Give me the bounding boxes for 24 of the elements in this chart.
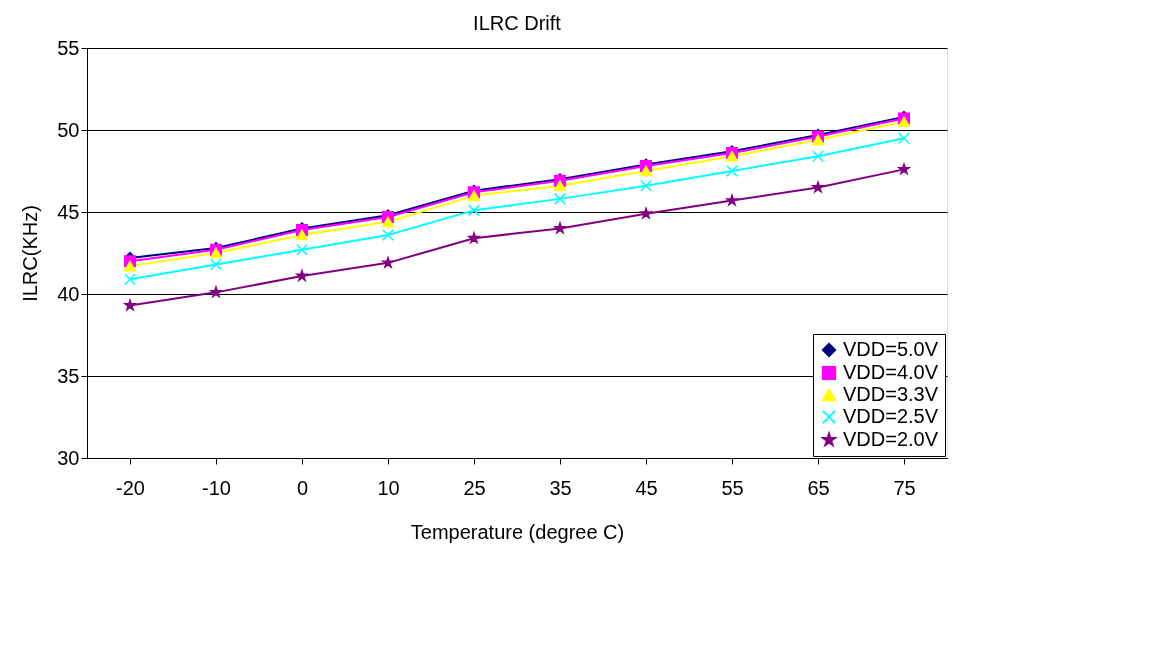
x-tick-label: 35 (549, 476, 572, 499)
y-tick-label: 40 (57, 282, 80, 305)
y-tick-label: 30 (57, 446, 80, 469)
x-tick-label: 65 (807, 476, 830, 499)
y-tick-label: 35 (57, 364, 80, 387)
x-axis-title: Temperature (degree C) (410, 520, 625, 543)
legend-label: VDD=5.0V (843, 338, 939, 360)
legend-label: VDD=4.0V (843, 361, 939, 383)
chart-title: ILRC Drift (473, 12, 562, 34)
x-tick-label: 75 (893, 476, 916, 499)
legend-label: VDD=2.0V (843, 428, 939, 450)
x-tick-label: 25 (463, 476, 486, 499)
x-tick-label: 10 (377, 476, 400, 499)
legend-label: VDD=2.5V (843, 405, 939, 427)
y-axis-title: ILRC(KHz) (19, 205, 42, 302)
x-tick-label: 45 (635, 476, 658, 499)
y-tick-label: 50 (57, 118, 80, 141)
x-tick-label: -20 (116, 476, 145, 499)
y-tick-label: 55 (57, 36, 80, 59)
x-tick-label: -10 (202, 476, 231, 499)
x-tick-label: 55 (721, 476, 744, 499)
y-tick-label: 45 (57, 200, 80, 223)
legend-label: VDD=3.3V (843, 383, 939, 405)
x-tick-label: 0 (296, 476, 309, 499)
